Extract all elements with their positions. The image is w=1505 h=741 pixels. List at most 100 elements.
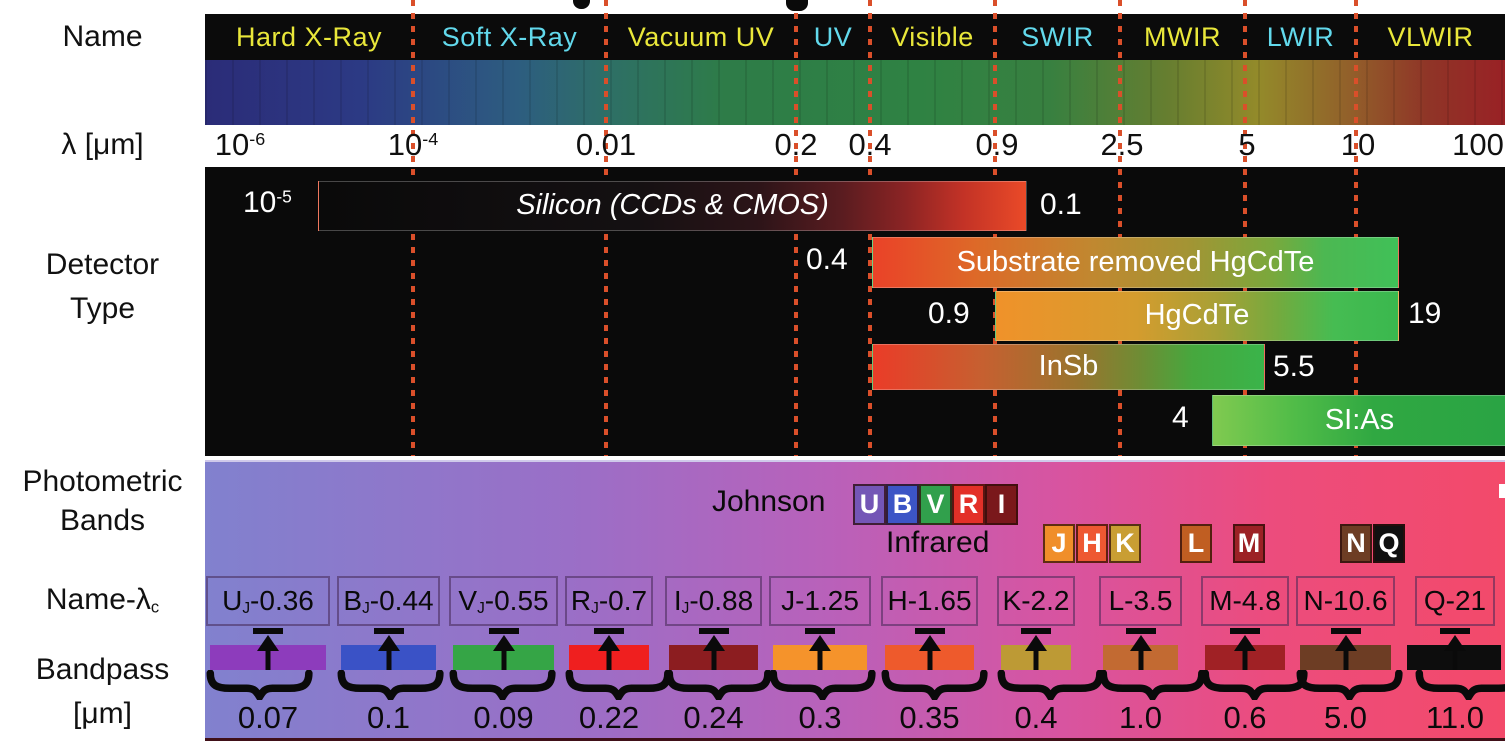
band-letter: Q xyxy=(1378,528,1400,558)
band-name-mwir: MWIR xyxy=(1144,22,1221,52)
band-letter: N xyxy=(1346,528,1366,558)
bandpass-value: 0.07 xyxy=(237,700,299,735)
infrared-n-box: N xyxy=(1340,524,1372,563)
bandpass-value: 0.22 xyxy=(578,700,640,735)
bandpass-value: 0.09 xyxy=(473,700,534,735)
arrow-up-icon xyxy=(1444,635,1466,651)
scale-tick: 10-4 xyxy=(388,127,438,163)
johnson-r-box: R xyxy=(952,484,985,525)
row-label-detector-type: Type xyxy=(69,292,136,325)
underbrace xyxy=(449,670,556,700)
band-letter: V xyxy=(926,489,945,519)
tick-value: 2.5 xyxy=(1100,127,1144,162)
band-letter: U xyxy=(859,489,880,519)
band-lambda-c: -21 xyxy=(1445,585,1487,616)
band-column-n: N-10.6 5.0 xyxy=(1296,574,1403,741)
dotted-boundary-line xyxy=(1243,0,1247,456)
bandpass-value: 0.35 xyxy=(899,700,960,735)
bandpass-value: 11.0 xyxy=(1425,700,1485,735)
band-letter: R xyxy=(570,585,592,616)
band-lambda-c: -1.65 xyxy=(907,585,972,616)
underbrace xyxy=(665,670,772,700)
band-letter: J xyxy=(1051,528,1067,558)
cutoff-exponent: -5 xyxy=(276,186,292,207)
band-name-box: H-1.65 xyxy=(881,576,978,626)
arrow-stem xyxy=(265,648,271,670)
row-label-bands: Bands xyxy=(59,504,146,537)
name-lambda-base: Name-λ xyxy=(45,583,151,616)
band-name-uv: UV xyxy=(813,22,853,52)
infrared-k-box: K xyxy=(1109,524,1141,563)
band-lambda-c: -2.2 xyxy=(1021,585,1070,616)
band-letter: U xyxy=(222,585,243,616)
tick-value: 5 xyxy=(1238,127,1256,162)
detector-cutoff-label: 4 xyxy=(1172,401,1189,434)
detector-bar-label: HgCdTe xyxy=(1144,298,1250,331)
band-name-box: K-2.2 xyxy=(997,576,1075,626)
band-name-box: M-4.8 xyxy=(1201,576,1289,626)
scale-tick: 0.2 xyxy=(774,127,817,163)
band-name-vlwir: VLWIR xyxy=(1387,22,1474,52)
underbrace xyxy=(881,670,988,700)
infrared-q-box: Q xyxy=(1373,524,1405,563)
arrow-tbar xyxy=(805,628,835,634)
tick-value: 100 xyxy=(1452,127,1504,162)
band-name-box: L-3.5 xyxy=(1099,576,1182,626)
detector-bar-insb: InSb xyxy=(872,344,1265,390)
band-name-box: VJ-0.55 xyxy=(449,576,558,626)
row-label-bandpass-unit: [μm] xyxy=(73,697,132,730)
arrow-stem xyxy=(1033,648,1039,670)
band-column-h: H-1.65 0.35 xyxy=(881,574,988,741)
arrow-stem xyxy=(927,648,932,670)
band-letter: R xyxy=(958,489,979,519)
infrared-j-box: J xyxy=(1043,524,1075,563)
band-lambda-c: -0.44 xyxy=(369,585,434,616)
band-letter: V xyxy=(458,585,478,616)
underbrace xyxy=(337,670,444,700)
bandpass-value: 0.24 xyxy=(683,700,744,735)
tick-value: 10 xyxy=(214,127,250,162)
band-lambda-c: -10.6 xyxy=(1323,585,1388,616)
johnson-u-box: U xyxy=(853,484,886,525)
arrow-up-icon xyxy=(377,635,400,651)
arrow-tbar xyxy=(1230,628,1260,634)
band-name-swir: SWIR xyxy=(1021,22,1094,52)
arrow-tbar xyxy=(253,628,283,634)
scale-tick: 100 xyxy=(1452,127,1504,163)
johnson-i-box: I xyxy=(985,484,1018,525)
arrow-up-icon xyxy=(492,635,515,651)
band-letter: B xyxy=(343,585,363,616)
arrow-stem xyxy=(1343,648,1348,670)
band-name-box: RJ-0.7 xyxy=(565,576,653,626)
tick-exponent: -6 xyxy=(249,129,266,150)
band-lambda-c: -1.25 xyxy=(795,585,859,616)
band-letter: M xyxy=(1209,585,1233,616)
tick-value: 0.01 xyxy=(575,127,637,162)
arrow-stem xyxy=(386,648,391,670)
bandpass-value: 5.0 xyxy=(1323,700,1368,735)
band-name-visible: Visible xyxy=(891,22,974,52)
band-column-r: RJ-0.7 0.22 xyxy=(565,574,672,741)
band-name-box: IJ-0.88 xyxy=(665,576,762,626)
band-sub: J xyxy=(362,600,370,618)
band-column-k: K-2.2 0.4 xyxy=(997,574,1104,741)
band-column-q: Q-21 11.0 xyxy=(1407,574,1505,741)
detector-cutoff-label: 10-5 xyxy=(243,186,292,220)
band-column-m: M-4.8 0.6 xyxy=(1201,574,1308,741)
scale-tick: 0.4 xyxy=(848,127,891,163)
arrow-up-icon xyxy=(1234,635,1256,651)
band-letter: K xyxy=(1115,528,1135,558)
arrow-up-icon xyxy=(918,635,941,651)
band-column-v: VJ-0.55 0.09 xyxy=(449,574,558,741)
detector-cutoff-label: 19 xyxy=(1408,297,1442,330)
arrow-up-icon xyxy=(1129,635,1152,651)
band-lambda-c: -4.8 xyxy=(1232,585,1281,616)
detector-bar-label: SI:As xyxy=(1324,403,1395,436)
band-letter: N xyxy=(1303,585,1324,616)
band-column-u: UJ-0.36 0.07 xyxy=(206,574,330,741)
underbrace xyxy=(1415,670,1505,700)
row-label-bandpass: Bandpass xyxy=(35,653,170,686)
arrow-up-icon xyxy=(809,635,831,651)
tick-value: 0.4 xyxy=(848,127,892,162)
detector-bar-label: Silicon (CCDs & CMOS) xyxy=(516,188,829,221)
